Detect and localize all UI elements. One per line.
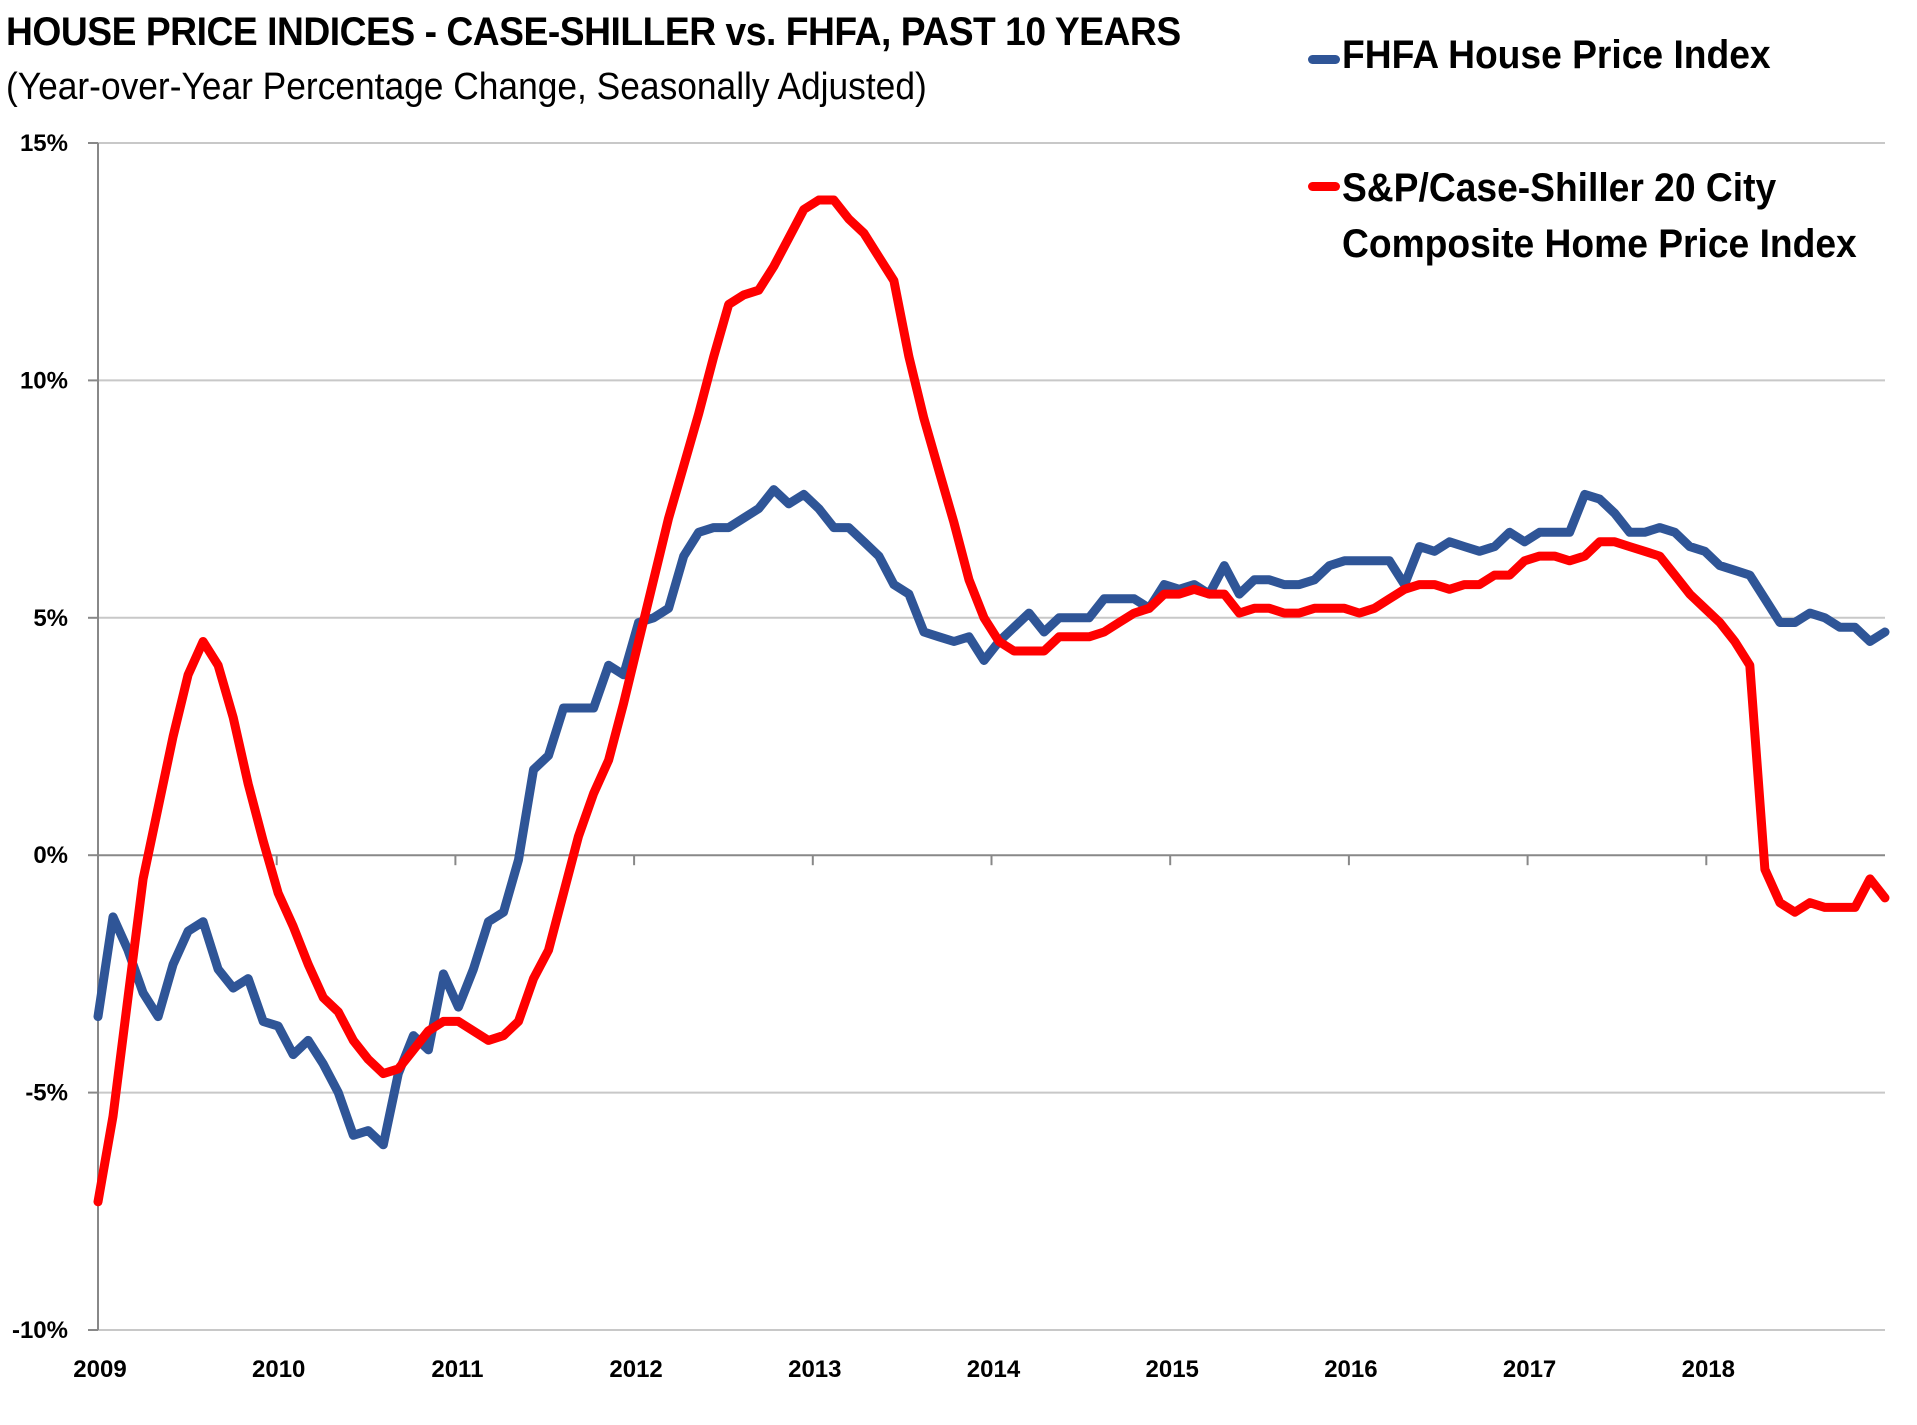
- y-tick-label: 10%: [20, 367, 68, 394]
- gridlines: [98, 142, 1885, 1331]
- x-axis-ticks: 2009 2010 2011 2012 2013 2014 2015 2016 2017 2018: [73, 1356, 1735, 1383]
- legend-item-fhfa: FHFA House Price Index: [1342, 33, 1771, 78]
- x-tick-label: 2018: [1682, 1356, 1735, 1383]
- axes: [88, 142, 1885, 1331]
- legend-swatch-fhfa: [1308, 55, 1340, 64]
- chart-subtitle: (Year-over-Year Percentage Change, Seaso…: [6, 66, 927, 108]
- y-tick-label: 5%: [33, 605, 68, 632]
- x-tick-label: 2010: [252, 1356, 305, 1383]
- legend-swatch-case-shiller: [1308, 182, 1340, 191]
- y-axis-ticks: 15% 10% 5% 0% -5% -10%: [12, 130, 68, 1344]
- y-tick-label: 0%: [33, 842, 68, 869]
- y-tick-label: 15%: [20, 130, 68, 157]
- series-line-case-shiller: [93, 195, 1890, 1207]
- chart-title: HOUSE PRICE INDICES - CASE-SHILLER vs. F…: [6, 10, 1181, 54]
- x-tick-label: 2015: [1146, 1356, 1199, 1383]
- x-tick-label: 2013: [788, 1356, 841, 1383]
- y-tick-label: -5%: [25, 1080, 68, 1107]
- series-lines: [93, 195, 1890, 1207]
- x-tick-label: 2009: [73, 1356, 126, 1383]
- legend-item-case-shiller: S&P/Case-Shiller 20 City Composite Home …: [1342, 160, 1857, 272]
- legend-label-fhfa: FHFA House Price Index: [1342, 33, 1771, 77]
- x-tick-label: 2012: [609, 1356, 662, 1383]
- x-tick-label: 2017: [1503, 1356, 1556, 1383]
- x-tick-label: 2016: [1324, 1356, 1377, 1383]
- legend-label-case-shiller-line1: S&P/Case-Shiller 20 City: [1342, 166, 1777, 210]
- series-line-fhfa: [93, 485, 1890, 1150]
- x-tick-label: 2014: [967, 1356, 1021, 1383]
- x-tick-label: 2011: [431, 1356, 483, 1383]
- legend-label-case-shiller-line2: Composite Home Price Index: [1342, 222, 1857, 266]
- y-tick-label: -10%: [12, 1317, 68, 1344]
